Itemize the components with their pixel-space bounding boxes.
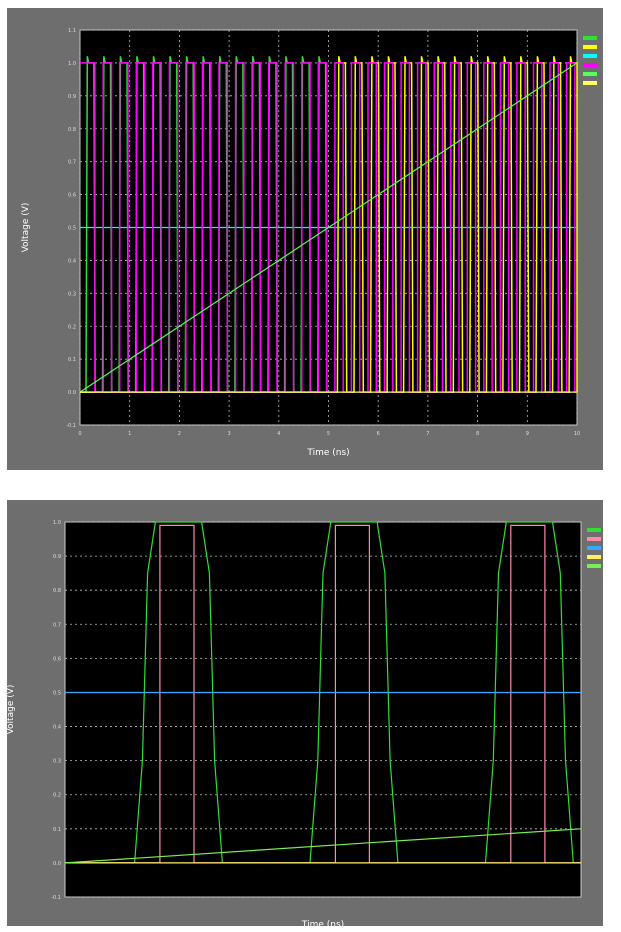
y-tick-label: 0.7 xyxy=(53,622,61,628)
y-tick-label: 0.5 xyxy=(53,690,61,696)
legend-swatch xyxy=(583,81,597,85)
y-tick-label: 0.2 xyxy=(53,793,61,799)
legend-swatch xyxy=(583,63,597,67)
x-tick-label: 5 xyxy=(327,431,330,437)
y-tick-label: -0.1 xyxy=(66,423,76,429)
y-tick-label: 0.1 xyxy=(53,827,61,833)
x-axis-label: Time (ns) xyxy=(301,920,344,926)
y-tick-label: 0.4 xyxy=(53,725,61,731)
legend-swatch xyxy=(583,36,597,40)
x-tick-label: 7 xyxy=(426,431,429,437)
x-tick-label: 0 xyxy=(78,431,81,437)
x-tick-label: 6 xyxy=(377,431,380,437)
y-tick-label: 0.1 xyxy=(68,357,76,363)
legend-swatch xyxy=(587,528,601,532)
series-line xyxy=(80,56,578,393)
legend-swatch xyxy=(583,72,597,76)
legend-swatch xyxy=(587,564,601,568)
chart-panel-top: -0.1 0.0 0.1 0.2 0.3 0.4 0.5 0.6 0.7 0.8 0.9 1.0 1.1… xyxy=(7,8,603,470)
x-tick-label: 4 xyxy=(277,431,280,437)
legend-swatch xyxy=(587,555,601,559)
y-tick-label: 0.4 xyxy=(68,258,76,264)
y-tick-label: 0.6 xyxy=(68,193,76,199)
series-line xyxy=(80,62,577,393)
legend-swatch xyxy=(583,54,597,58)
chart-panel-bottom: -0.1 0.0 0.1 0.2 0.3 0.4 0.5 0.6 0.7 0.8 0.9 1.0 Tim… xyxy=(6,500,603,930)
series-line xyxy=(64,828,582,864)
y-tick-label: 1.0 xyxy=(53,520,61,526)
x-tick-label: 2 xyxy=(178,431,181,437)
y-tick-label: 0.8 xyxy=(68,127,76,133)
chart-top: -0.1 0.0 0.1 0.2 0.3 0.4 0.5 0.6 0.7 0.8 0.9 1.0 1.1… xyxy=(21,28,597,458)
x-axis-label: Time (ns) xyxy=(306,448,349,458)
y-tick-label: 0.7 xyxy=(68,160,76,166)
series-line xyxy=(79,62,578,393)
x-tick-label: 8 xyxy=(476,431,479,437)
legend-swatch xyxy=(583,45,597,49)
x-tick-label: 10 xyxy=(574,431,580,437)
y-tick-label: 0.3 xyxy=(53,759,61,765)
y-tick-label: 0.0 xyxy=(68,390,76,396)
y-tick-label: 1.0 xyxy=(68,61,76,67)
legend-swatch xyxy=(587,546,601,550)
y-tick-label: 0.2 xyxy=(68,324,76,330)
x-tick-label: 9 xyxy=(526,431,529,437)
y-tick-label: -0.1 xyxy=(51,895,61,901)
y-tick-label: 0.6 xyxy=(53,656,61,662)
x-tick-label: 1 xyxy=(128,431,131,437)
y-axis-label: Voltage (V) xyxy=(21,203,31,253)
x-tick-label: 3 xyxy=(228,431,231,437)
series-line xyxy=(65,521,581,864)
y-tick-label: 0.0 xyxy=(53,861,61,867)
y-axis-label: Voltage (V) xyxy=(7,685,16,735)
legend-swatch xyxy=(587,537,601,541)
y-tick-label: 0.9 xyxy=(68,94,76,100)
y-tick-label: 1.1 xyxy=(68,28,76,34)
y-tick-label: 0.3 xyxy=(68,291,76,297)
y-tick-label: 0.9 xyxy=(53,554,61,560)
series-line xyxy=(65,524,581,864)
y-tick-label: 0.5 xyxy=(68,226,76,232)
y-tick-label: 0.8 xyxy=(53,588,61,594)
chart-bottom: -0.1 0.0 0.1 0.2 0.3 0.4 0.5 0.6 0.7 0.8 0.9 1.0 Tim… xyxy=(6,520,601,930)
